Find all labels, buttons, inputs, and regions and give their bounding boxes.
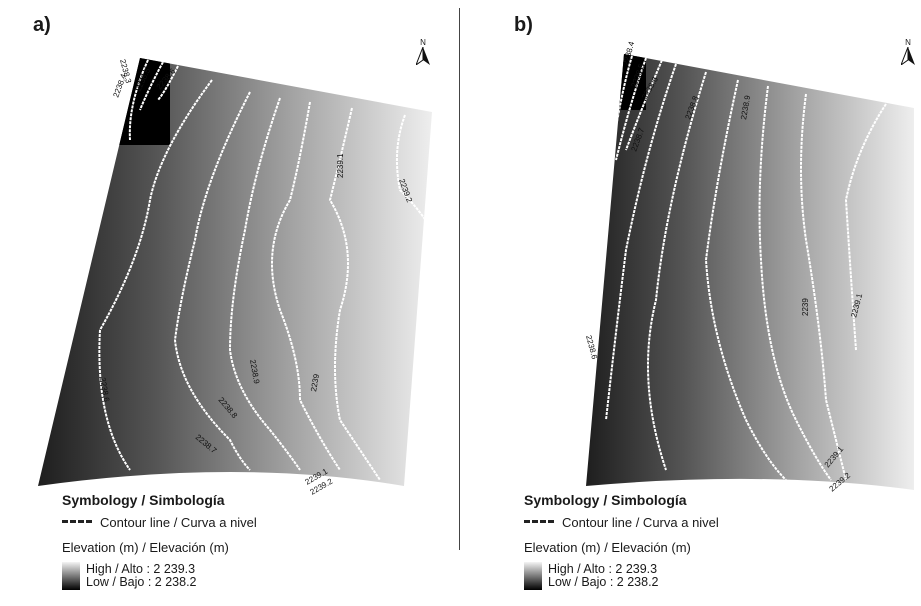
legend-low-label: Low / Bajo : 2 238.2 [548,575,659,589]
contour-label: 2238.9 [739,94,752,120]
north-arrow-icon: N [413,38,433,70]
map-legend: Symbology / Simbología Contour line / Cu… [524,492,719,590]
legend-contour-label: Contour line / Curva a nivel [562,515,719,530]
map-panel-b: b) 2238.4 2238. [466,0,921,606]
legend-elevation-label: Elevation (m) / Elevación (m) [524,540,691,555]
contour-label: 2239 [309,373,321,393]
contour-label: 2239.1 [336,153,345,178]
contour-label: 2238.9 [248,359,261,385]
panel-divider [459,8,460,550]
elevation-raster [586,54,914,490]
legend-title: Symbology / Simbología [62,492,225,508]
elevation-map: 2238.3 2238.4 2238.5 2238.6 2239.1 2239.… [38,58,432,497]
north-arrow-icon: N [898,38,918,70]
elevation-map: 2238.4 2238.5 2238.6 2238.7 2238.8 2238.… [584,40,914,494]
contour-label: 2238.6 [584,334,599,360]
contour-line-symbol [62,520,92,526]
legend-high-label: High / Alto : 2 239.3 [548,562,658,576]
legend-contour-label: Contour line / Curva a nivel [100,515,257,530]
legend-low-label: Low / Bajo : 2 238.2 [86,575,197,589]
elevation-color-ramp [62,562,80,590]
legend-title: Symbology / Simbología [524,492,687,508]
contour-label: 2238.4 [111,72,128,99]
elevation-raster [38,58,432,486]
contour-label: 2238.6 [98,377,111,403]
contour-line-symbol [524,520,554,526]
map-legend: Symbology / Simbología Contour line / Cu… [62,492,257,590]
elevation-color-ramp [524,562,542,590]
map-panel-a: a) 2238.3 [0,0,455,606]
legend-high-label: High / Alto : 2 239.3 [86,562,196,576]
legend-elevation-label: Elevation (m) / Elevación (m) [62,540,229,555]
panel-label: a) [33,14,51,36]
panel-label: b) [514,14,533,36]
contour-label: 2239 [801,298,810,316]
